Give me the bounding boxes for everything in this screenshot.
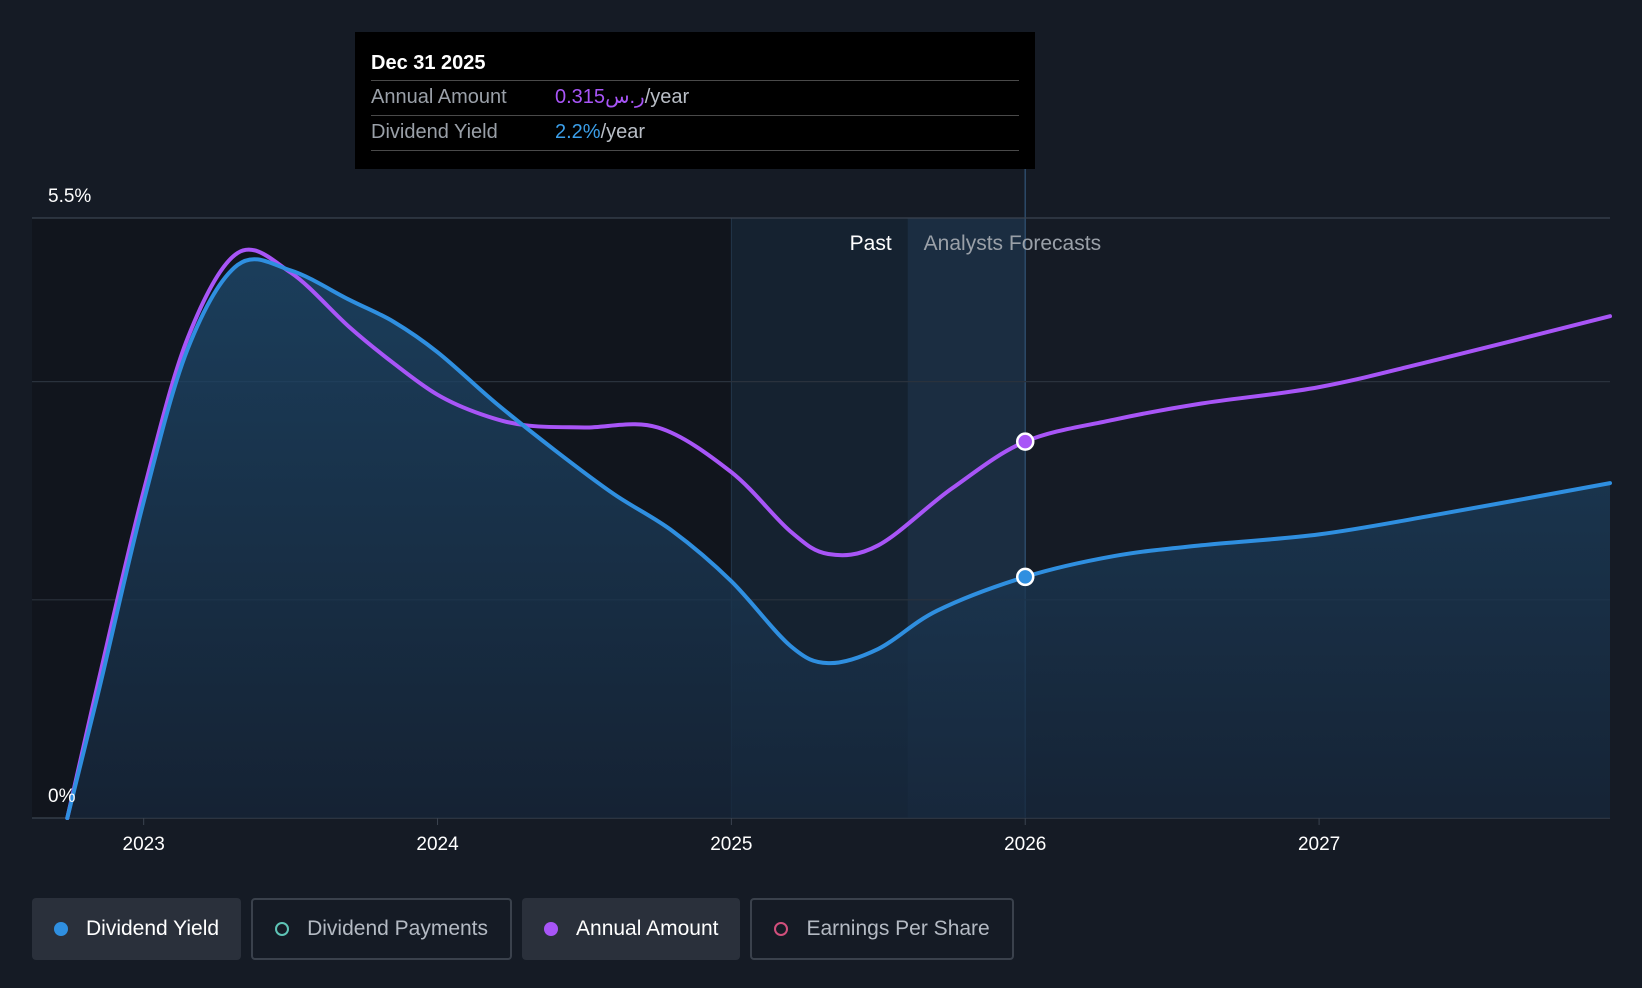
legend-dividend-yield[interactable]: Dividend Yield xyxy=(32,898,242,960)
legend-label: Annual Amount xyxy=(576,917,719,940)
hover-tooltip: Dec 31 2025 Annual Amount 0.315ر.س /year… xyxy=(355,32,1035,169)
tooltip-yield-label: Dividend Yield xyxy=(371,121,498,143)
filled-dot-icon xyxy=(544,922,559,936)
x-tick-label: 2024 xyxy=(416,834,459,855)
annual-amount-line xyxy=(65,247,1612,820)
legend-label: Dividend Payments xyxy=(307,917,489,940)
dividend-yield-marker xyxy=(1015,567,1035,587)
hollow-dot-icon xyxy=(774,922,789,936)
legend-label: Earnings Per Share xyxy=(806,917,990,940)
legend-annual-amount[interactable]: Annual Amount xyxy=(522,898,741,960)
dividend-yield-area xyxy=(67,259,1610,818)
annual-amount-marker xyxy=(1015,432,1035,451)
chart-legend: Dividend Yield Dividend Payments Annual … xyxy=(32,898,1014,960)
x-tick-label: 2023 xyxy=(123,834,165,855)
filled-dot-icon xyxy=(54,922,68,936)
tooltip-annual-row: Annual Amount 0.315ر.س /year xyxy=(371,80,1019,115)
legend-earnings-per-share[interactable]: Earnings Per Share xyxy=(750,898,1014,960)
tooltip-annual-label: Annual Amount xyxy=(371,86,507,108)
x-tick-label: 2026 xyxy=(1004,834,1046,855)
x-tick-label: 2027 xyxy=(1298,834,1340,855)
tooltip-date: Dec 31 2025 xyxy=(371,52,486,74)
tooltip-yield-row: Dividend Yield 2.2% /year xyxy=(371,115,1019,151)
forecast-label: Analysts Forecasts xyxy=(924,232,1101,255)
tooltip-yield-unit: /year xyxy=(600,121,646,143)
y-axis-top-label: 5.5% xyxy=(48,186,91,207)
legend-dividend-payments[interactable]: Dividend Payments xyxy=(251,898,513,960)
hollow-dot-icon xyxy=(275,922,290,936)
y-axis-bottom-label: 0% xyxy=(48,786,76,807)
dividend-yield-line xyxy=(65,257,1612,820)
tooltip-yield-value: 2.2% xyxy=(555,121,601,143)
tooltip-annual-value: 0.315ر.س xyxy=(555,86,645,108)
legend-label: Dividend Yield xyxy=(86,917,220,940)
x-tick-label: 2025 xyxy=(710,834,752,855)
past-label: Past xyxy=(850,232,892,255)
tooltip-annual-unit: /year xyxy=(644,86,690,108)
